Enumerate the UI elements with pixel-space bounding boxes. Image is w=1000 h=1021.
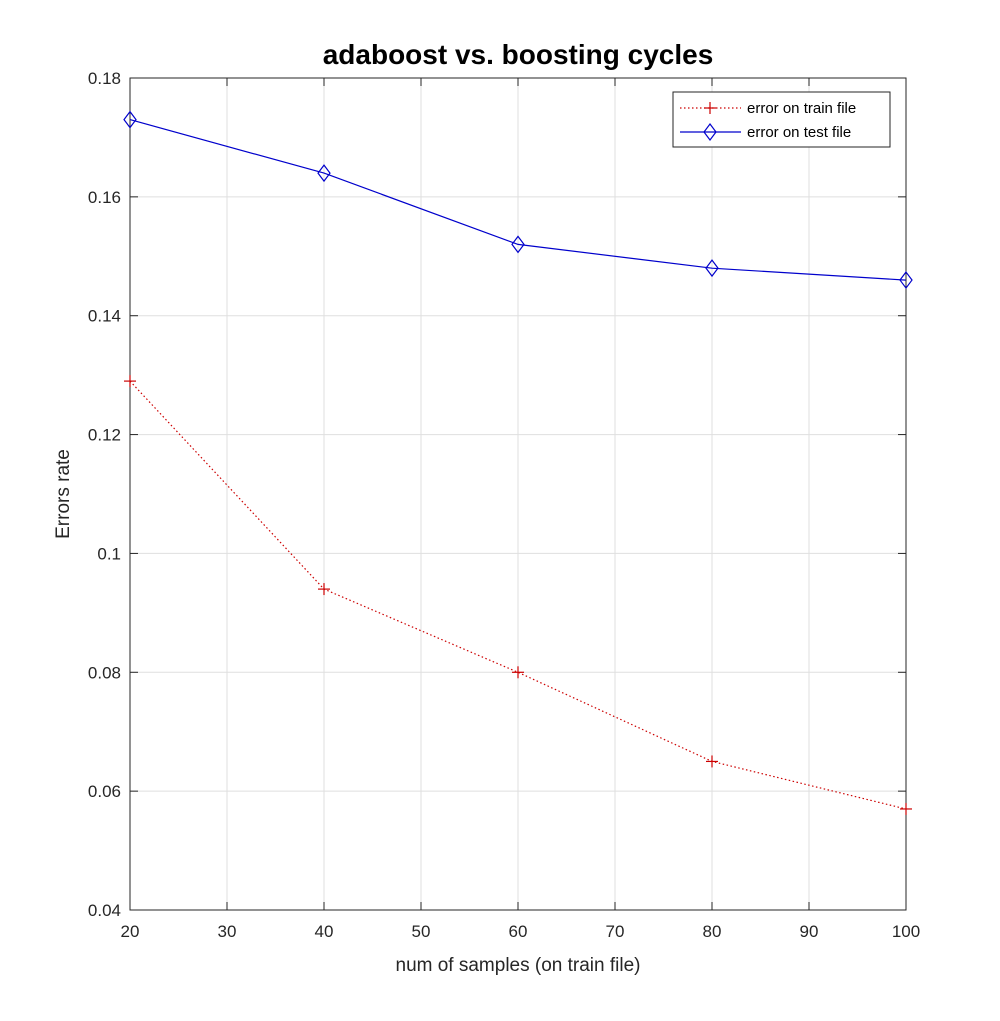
data-point	[512, 666, 524, 679]
data-point	[900, 802, 912, 815]
series-train	[124, 375, 912, 815]
y-tick-label: 0.08	[88, 663, 121, 682]
x-tick-label: 60	[509, 922, 528, 941]
x-tick-label: 100	[892, 922, 920, 941]
data-point	[705, 259, 719, 278]
legend-marker	[703, 123, 717, 141]
x-tick-label: 50	[412, 922, 431, 941]
data-point	[318, 583, 330, 596]
y-tick-label: 0.18	[88, 69, 121, 88]
data-point	[511, 235, 525, 254]
axis-ticks: 20 30 40 50 60 70 80 90 100 0.04 0.06 0.08 0.1 0.12 0.…	[88, 69, 920, 941]
data-point	[706, 755, 718, 768]
legend-label: error on test file	[747, 124, 851, 141]
legend: error on train file error on test file	[672, 91, 891, 148]
x-tick-label: 20	[121, 922, 140, 941]
y-tick-label: 0.14	[88, 307, 121, 326]
x-tick-label: 40	[315, 922, 334, 941]
x-tick-label: 70	[606, 922, 625, 941]
x-tick-label: 90	[800, 922, 819, 941]
x-axis-label: num of samples (on train file)	[396, 955, 641, 976]
legend-label: error on train file	[747, 100, 856, 117]
data-point	[317, 164, 331, 183]
data-point	[899, 271, 913, 290]
x-tick-label: 80	[703, 922, 722, 941]
y-tick-label: 0.06	[88, 782, 121, 801]
y-tick-label: 0.12	[88, 426, 121, 445]
y-tick-label: 0.1	[97, 544, 121, 563]
x-tick-label: 30	[218, 922, 237, 941]
y-tick-label: 0.16	[88, 188, 121, 207]
data-series	[123, 110, 913, 815]
chart-title: adaboost vs. boosting cycles	[323, 39, 714, 70]
y-axis-label: Errors rate	[53, 449, 74, 539]
series-test	[123, 110, 913, 290]
data-point	[123, 110, 137, 129]
data-point	[124, 375, 136, 388]
legend-box	[672, 91, 891, 148]
legend-marker	[704, 102, 716, 114]
y-tick-label: 0.04	[88, 901, 121, 920]
series-line	[129, 119, 907, 281]
